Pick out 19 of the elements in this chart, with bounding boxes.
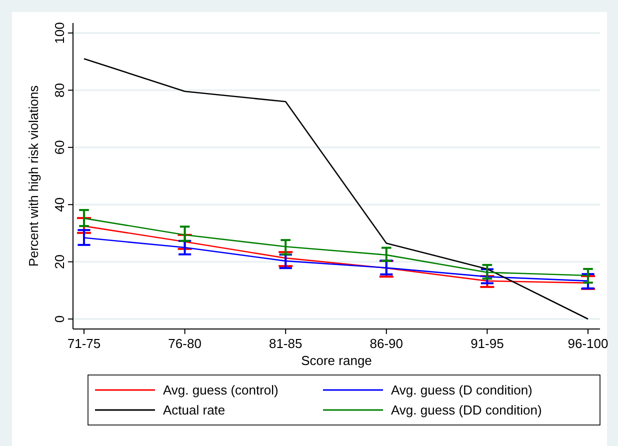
x-tick-label: 81-85 [268,336,302,351]
y-tick-label: 60 [52,140,67,155]
legend-label: Avg. guess (DD condition) [391,402,542,418]
y-axis-title: Percent with high risk violations [26,84,41,267]
legend-label: Actual rate [163,402,226,418]
y-tick-label: 40 [52,197,67,212]
legend-label: Avg. guess (D condition) [391,382,532,398]
x-tick-label: 76-80 [168,336,202,351]
x-tick-label: 96-100 [568,336,608,351]
legend-label: Avg. guess (control) [163,382,278,398]
line-series [83,58,589,320]
y-tick-label: 20 [52,254,67,270]
x-axis-title: Score range [301,353,372,368]
x-tick-label: 71-75 [67,336,101,351]
y-tick-label: 0 [52,315,67,323]
y-tick-label: 100 [52,22,67,44]
x-tick-label: 86-90 [370,336,404,351]
x-tick-label: 91-95 [470,336,504,351]
y-tick-label: 80 [52,82,67,98]
